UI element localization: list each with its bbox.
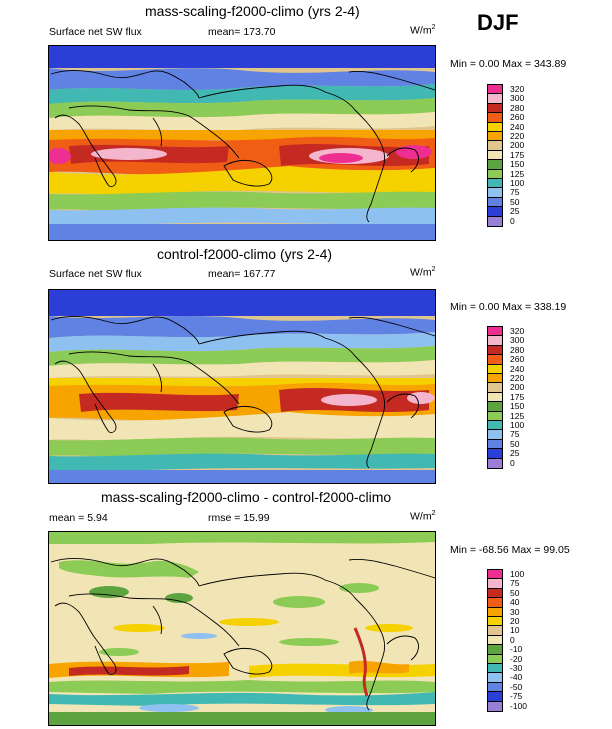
legend-label: 300 — [510, 335, 525, 346]
season-label: DJF — [477, 10, 519, 35]
legend-swatch — [487, 457, 503, 469]
panel-2-title: control-f2000-climo (yrs 2-4) — [157, 246, 333, 262]
legend-swatch — [487, 215, 503, 227]
legend-label: 200 — [510, 382, 525, 393]
panel-3-rmse: rmse = 15.99 — [208, 512, 270, 524]
legend-label: 300 — [510, 93, 525, 104]
legend-label: 75 — [510, 578, 520, 589]
legend-label: 240 — [510, 363, 525, 374]
legend-label: -10 — [510, 644, 523, 655]
legend-label: 125 — [510, 410, 525, 421]
legend-label: 75 — [510, 429, 520, 440]
legend-label: 40 — [510, 597, 520, 608]
legend-label: -30 — [510, 663, 523, 673]
panel-3-map — [48, 531, 436, 726]
panel-3-units: W/m2 — [410, 510, 436, 523]
legend-label: -100 — [510, 700, 528, 711]
legend-label: 100 — [510, 178, 525, 188]
legend-label: 30 — [510, 606, 520, 617]
panel-3-title: mass-scaling-f2000-climo - control-f2000… — [101, 489, 392, 505]
legend-label: 320 — [510, 326, 525, 336]
panel-3-mean: mean = 5.94 — [49, 512, 108, 524]
legend-label: 220 — [510, 373, 525, 383]
panel-2-units: W/m2 — [410, 266, 436, 279]
legend-label: 25 — [510, 448, 520, 459]
legend-label: 320 — [510, 84, 525, 94]
legend-label: 50 — [510, 196, 520, 207]
panel-2-min-max: Min = 0.00 Max = 338.19 — [450, 301, 567, 313]
legend-label: 50 — [510, 438, 520, 449]
legend-label: 0 — [510, 457, 515, 468]
legend-label: 175 — [510, 149, 525, 160]
panel-3-min-max: Min = -68.56 Max = 99.05 — [450, 544, 570, 556]
panel-1-map — [48, 45, 436, 241]
legend-label: 75 — [510, 187, 520, 198]
panel-1-min-max: Min = 0.00 Max = 343.89 — [450, 58, 567, 70]
legend-label: 125 — [510, 168, 525, 179]
legend-label: 0 — [510, 215, 515, 226]
legend-label: 50 — [510, 587, 520, 598]
legend-label: 280 — [510, 344, 525, 355]
legend-label: -40 — [510, 672, 523, 683]
legend-label: -50 — [510, 681, 523, 692]
legend-swatch — [487, 700, 503, 712]
panel-2-mean: mean= 167.77 — [208, 268, 276, 280]
legend-label: 260 — [510, 354, 525, 365]
legend-label: 10 — [510, 625, 520, 636]
legend-label: 20 — [510, 616, 520, 626]
legend-label: 260 — [510, 112, 525, 123]
legend-label: -75 — [510, 691, 523, 702]
panel-1-variable-label: Surface net SW flux — [49, 26, 142, 38]
legend-label: 100 — [510, 569, 525, 579]
legend-label: 25 — [510, 206, 520, 217]
legend-label: 220 — [510, 131, 525, 141]
legend-label: 0 — [510, 634, 515, 645]
legend-label: 100 — [510, 420, 525, 430]
panel-1-title: mass-scaling-f2000-climo (yrs 2-4) — [145, 3, 360, 19]
legend-label: -20 — [510, 653, 523, 664]
legend-label: 280 — [510, 102, 525, 113]
legend-label: 150 — [510, 159, 525, 170]
legend-label: 200 — [510, 140, 525, 151]
panel-1-units: W/m2 — [410, 24, 436, 37]
legend-label: 240 — [510, 121, 525, 132]
panel-2-map — [48, 289, 436, 484]
legend-label: 175 — [510, 391, 525, 402]
panel-1-mean: mean= 173.70 — [208, 26, 276, 38]
panel-2-variable-label: Surface net SW flux — [49, 268, 142, 280]
legend-label: 150 — [510, 401, 525, 412]
